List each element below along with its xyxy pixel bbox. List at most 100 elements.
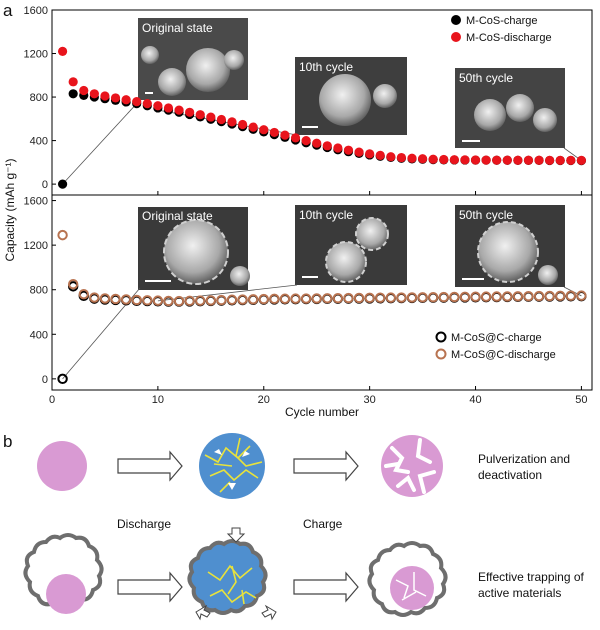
row2-carbon-shell-pristine (23, 533, 104, 614)
point-m-cos-c-discharge-22 (279, 293, 291, 304)
point-m-cos-c-discharge-35 (417, 292, 428, 303)
point-m-cos-discharge-39 (460, 155, 470, 165)
point-m-cos-discharge-19 (248, 122, 258, 132)
point-m-cos-c-discharge-42 (491, 291, 502, 302)
point-m-cos-c-discharge-10 (152, 295, 164, 306)
point-m-cos-discharge-3 (79, 85, 89, 96)
row1-arrow-2 (293, 450, 359, 482)
point-m-cos-discharge-5 (100, 91, 110, 101)
point-m-cos-discharge-47 (545, 155, 555, 165)
point-m-cos-discharge-42 (492, 155, 502, 165)
point-m-cos-c-discharge-34 (406, 292, 418, 303)
point-m-cos-c-discharge-28 (343, 292, 354, 304)
bottom-inset-10th: 10th cycle (295, 205, 407, 285)
top-legend: M-CoS-charge M-CoS-discharge (451, 15, 552, 44)
point-m-cos-discharge-23 (290, 133, 301, 143)
point-m-cos-discharge-10 (153, 101, 163, 111)
point-m-cos-c-discharge-21 (269, 293, 280, 305)
top-inset-10th-label: 10th cycle (299, 60, 353, 74)
data-points (57, 46, 587, 385)
row2-arrow-1 (117, 571, 183, 603)
axis-ticks: 0 400 800 1200 1600 0 400 800 1200 1600 0 10 20 30 40 5… (24, 5, 588, 406)
point-m-cos-discharge-28 (343, 145, 354, 155)
top-inset-original-label: Original state (142, 21, 213, 35)
point-m-cos-discharge-48 (555, 155, 565, 165)
row2-result-line2: active materials (478, 586, 561, 600)
point-m-cos-c-discharge-11 (163, 295, 174, 307)
y-tick-label-bottom-1600: 1600 (24, 196, 48, 208)
row1-arrow-1 (117, 450, 183, 482)
x-tick-label-30: 30 (364, 394, 376, 406)
point-m-cos-discharge-27 (333, 143, 343, 153)
point-m-cos-discharge-38 (449, 155, 459, 165)
row1-result-line1: Pulverization and (478, 452, 570, 466)
point-m-cos-discharge-37 (439, 154, 449, 165)
legend-label-m-cos-discharge: M-CoS-discharge (466, 32, 552, 44)
point-m-cos-discharge-8 (132, 97, 142, 107)
point-m-cos-c-discharge-19 (247, 294, 259, 305)
point-m-cos-c-discharge-29 (353, 292, 365, 304)
point-m-cos-c-discharge-50 (576, 290, 587, 301)
point-m-cos-c-discharge-3 (78, 288, 89, 300)
point-m-cos-discharge-22 (280, 130, 290, 140)
point-m-cos-c-discharge-12 (173, 295, 185, 307)
point-m-cos-discharge-25 (312, 138, 322, 148)
charge-label: Charge (303, 517, 343, 531)
point-m-cos-discharge-31 (375, 150, 385, 160)
row1-expanded-particle (199, 433, 265, 499)
point-m-cos-discharge-7 (121, 95, 131, 105)
point-m-cos-discharge-29 (354, 147, 364, 157)
point-m-cos-discharge-33 (396, 152, 407, 163)
point-m-cos-discharge-43 (502, 155, 512, 165)
point-m-cos-c-discharge-8 (131, 294, 142, 306)
point-m-cos-discharge-17 (227, 117, 237, 127)
y-tick-label-top-1200: 1200 (24, 49, 48, 61)
y-axis-label: Capacity (mAh g⁻¹) (3, 158, 17, 261)
legend-label-m-cos-c-discharge: M-CoS@C-discharge (451, 349, 556, 361)
point-m-cos-charge-1 (57, 179, 68, 189)
point-m-cos-c-discharge-4 (89, 292, 100, 303)
point-m-cos-c-discharge-39 (459, 291, 471, 303)
point-m-cos-c-discharge-27 (332, 292, 344, 304)
point-m-cos-discharge-21 (269, 127, 279, 138)
point-m-cos-discharge-34 (407, 153, 417, 163)
point-m-cos-discharge-4 (89, 89, 99, 99)
x-tick-label-10: 10 (152, 394, 164, 406)
point-m-cos-c-discharge-13 (184, 295, 195, 307)
y-tick-label-bottom-1200: 1200 (24, 240, 48, 252)
point-m-cos-c-discharge-16 (216, 294, 227, 306)
row1-pulverized-particle (381, 435, 443, 497)
point-m-cos-c-discharge-7 (120, 294, 132, 305)
point-m-cos-c-discharge-20 (258, 293, 269, 305)
point-m-cos-c-discharge-38 (449, 291, 460, 303)
bottom-inset-50th-label: 50th cycle (459, 208, 513, 222)
y-tick-label-top-400: 400 (30, 136, 48, 148)
point-m-cos-c-discharge-6 (110, 293, 121, 305)
point-m-cos-discharge-20 (259, 125, 269, 135)
point-m-cos-discharge-15 (206, 112, 216, 122)
point-m-cos-c-discharge-36 (427, 291, 439, 303)
legend-marker-m-cos-c-discharge (435, 348, 447, 360)
point-m-cos-c-discharge-33 (396, 292, 407, 303)
point-m-cos-c-discharge-5 (99, 293, 111, 304)
y-tick-label-bottom-800: 800 (30, 285, 48, 297)
panel-label-b: b (3, 432, 12, 451)
bottom-plot-frame (51, 194, 593, 391)
point-m-cos-c-discharge-49 (565, 290, 577, 301)
point-m-cos-discharge-40 (470, 155, 481, 165)
point-m-cos-c-discharge-24 (300, 293, 312, 304)
point-m-cos-c-discharge-30 (364, 292, 375, 304)
y-tick-label-top-1600: 1600 (24, 5, 48, 17)
top-inset-50th: 50th cycle (455, 68, 565, 148)
point-m-cos-c-discharge-14 (195, 295, 206, 306)
point-m-cos-c-discharge-40 (470, 291, 481, 302)
x-tick-label-0: 0 (49, 394, 55, 406)
point-m-cos-c-discharge-37 (438, 291, 449, 303)
point-m-cos-discharge-13 (185, 107, 195, 117)
point-m-cos-c-discharge-44 (512, 291, 524, 302)
point-m-cos-c-discharge-48 (555, 290, 566, 302)
point-m-cos-c-discharge-31 (375, 292, 386, 303)
discharge-label: Discharge (117, 517, 171, 531)
point-m-cos-c-discharge-9 (142, 295, 153, 306)
